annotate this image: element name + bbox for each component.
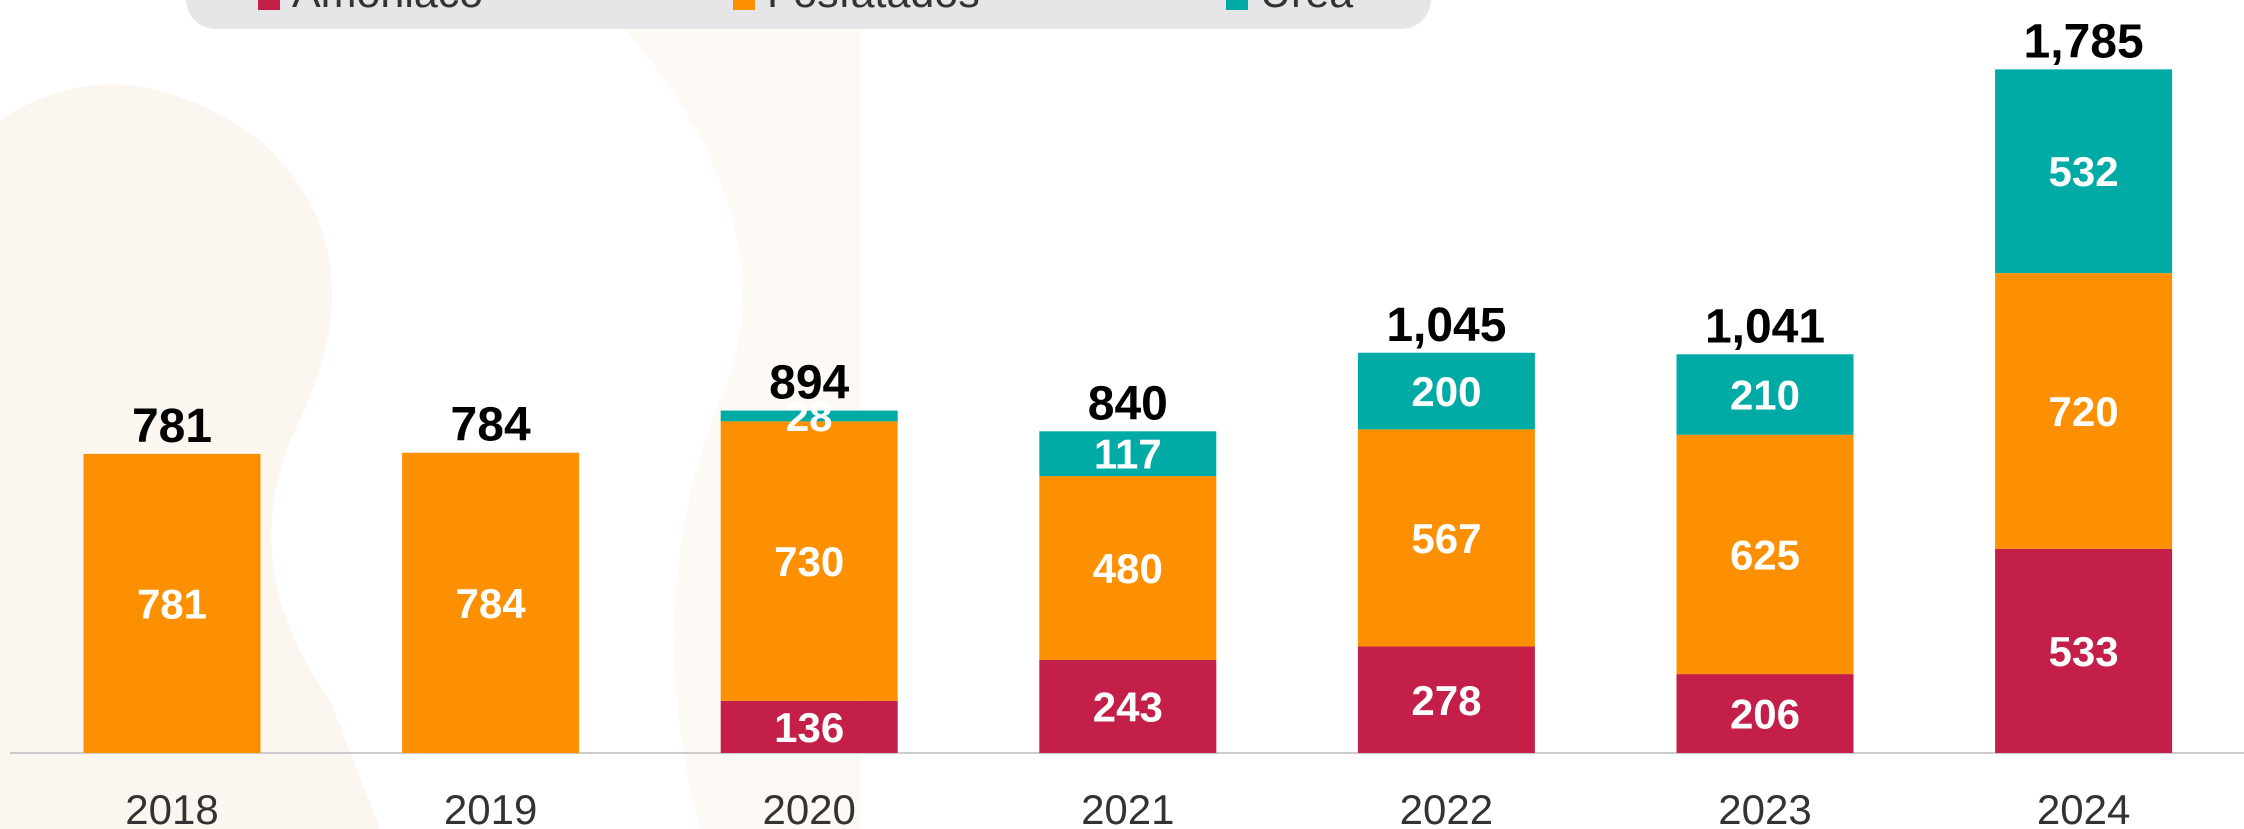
segment-label: 480 xyxy=(1093,545,1163,592)
x-tick-label: 2022 xyxy=(1400,786,1493,829)
legend-box xyxy=(186,0,1431,29)
total-label: 784 xyxy=(451,399,531,452)
bar-segment xyxy=(1676,434,1854,675)
total-label: 1,041 xyxy=(1705,300,1825,353)
x-tick-label: 2021 xyxy=(1081,786,1174,829)
segment-label: 730 xyxy=(774,538,844,585)
bar-segment xyxy=(1357,429,1535,647)
segment-label: 117 xyxy=(1094,431,1162,478)
segment-label: 278 xyxy=(1411,677,1481,724)
segment-label: 532 xyxy=(2049,148,2119,195)
x-tick-label: 2019 xyxy=(444,786,537,829)
segment-label: 784 xyxy=(456,580,527,627)
legend-label: Fosfatados xyxy=(767,0,980,17)
total-label: 840 xyxy=(1088,377,1168,430)
bar-segment xyxy=(1995,548,2173,753)
bar-segment xyxy=(83,453,261,753)
total-label: 1,785 xyxy=(2024,15,2144,68)
legend-swatch xyxy=(1226,0,1248,10)
x-tick-label: 2018 xyxy=(125,786,218,829)
segment-label: 567 xyxy=(1411,515,1481,562)
legend-label: Urea xyxy=(1260,0,1353,17)
segment-label: 243 xyxy=(1093,683,1163,730)
legend-swatch xyxy=(258,0,280,10)
bar-segment xyxy=(1039,431,1217,477)
bar-segment xyxy=(1357,646,1535,753)
bar-segment xyxy=(1995,69,2173,274)
legend-swatch xyxy=(733,0,755,10)
segment-label: 200 xyxy=(1411,368,1481,415)
bar-segment xyxy=(1039,476,1217,660)
segment-label: 781 xyxy=(137,580,207,627)
bar-segment xyxy=(1357,352,1535,430)
bar-segment xyxy=(1995,273,2173,549)
bar-segment xyxy=(1676,354,1854,435)
bar-segment xyxy=(720,700,898,753)
segment-label: 28 xyxy=(786,393,833,440)
segment-label: 210 xyxy=(1730,372,1800,419)
segment-label: 206 xyxy=(1730,691,1800,738)
segment-label: 720 xyxy=(2049,388,2119,435)
segment-label: 533 xyxy=(2049,628,2119,675)
total-label: 894 xyxy=(769,357,849,410)
total-label: 781 xyxy=(132,400,212,453)
x-tick-label: 2024 xyxy=(2037,786,2130,829)
x-tick-label: 2020 xyxy=(762,786,855,829)
total-label: 1,045 xyxy=(1386,299,1506,352)
bar-segment xyxy=(1039,659,1217,753)
bar-segment xyxy=(1676,674,1854,753)
x-tick-label: 2023 xyxy=(1718,786,1811,829)
legend-label: Amoniaco xyxy=(292,0,483,17)
segment-label: 625 xyxy=(1730,531,1800,578)
segment-label: 136 xyxy=(774,704,844,751)
bar-segment xyxy=(402,452,580,753)
bar-segment xyxy=(720,410,898,422)
bar-segment xyxy=(720,421,898,701)
